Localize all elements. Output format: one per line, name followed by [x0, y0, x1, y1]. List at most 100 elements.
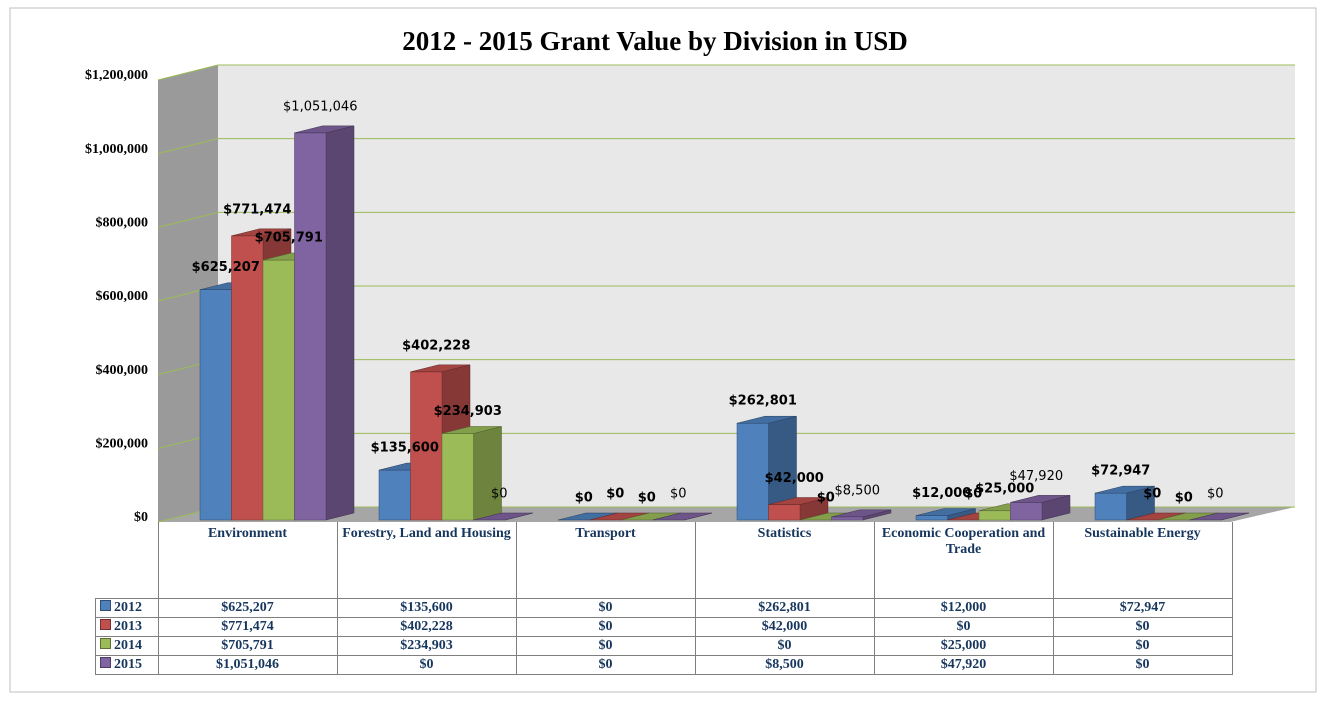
bar: [915, 508, 976, 521]
table-value: $47,920: [873, 655, 1054, 675]
legend-label: 2013: [114, 619, 142, 634]
table-value: $0: [515, 617, 696, 637]
bar: [1094, 485, 1155, 521]
bar-top: [231, 228, 292, 237]
table-value: $25,000: [873, 636, 1054, 656]
table-row: 2014 $705,791 $234,903 $0 $0 $25,000 $0: [95, 636, 1233, 656]
legend-key: [100, 600, 111, 611]
data-label: $25,000: [975, 481, 1034, 496]
bar-front: [231, 235, 264, 521]
data-label: $0: [638, 491, 656, 506]
data-label: $771,474: [223, 202, 291, 217]
bar-top: [441, 426, 502, 434]
data-label: $42,000: [765, 471, 824, 486]
bar-top: [294, 125, 355, 134]
bar-front: [831, 516, 864, 521]
table-value: $12,000: [873, 598, 1054, 618]
grid-line: [157, 138, 219, 155]
data-label: $135,600: [371, 441, 439, 456]
legend-label: 2014: [114, 638, 142, 653]
y-tick-label: $0: [134, 510, 148, 525]
bar-front: [1094, 492, 1127, 521]
data-label: $47,920: [1009, 469, 1063, 484]
bar-front: [978, 510, 1011, 521]
category-label: Environment: [157, 522, 338, 599]
bar: [441, 426, 502, 521]
data-label: $12,000: [912, 486, 971, 501]
table-value: $1,051,046: [157, 655, 338, 675]
table-value: $135,600: [336, 598, 517, 618]
data-label: $0: [575, 491, 593, 506]
bar: [1010, 495, 1071, 521]
legend-label: 2015: [114, 657, 142, 672]
table-value: $0: [336, 655, 517, 675]
data-label: $0: [1175, 491, 1193, 506]
data-label: $402,228: [402, 338, 470, 353]
bar-front: [736, 422, 769, 521]
table-value: $402,228: [336, 617, 517, 637]
table-value: $625,207: [157, 598, 338, 618]
data-label: $705,791: [255, 231, 323, 246]
bar: [473, 512, 534, 521]
table-value: $42,000: [694, 617, 875, 637]
legend-cell: 2013: [95, 617, 159, 637]
bar: [1189, 512, 1250, 521]
y-tick-label: $800,000: [96, 216, 149, 231]
table-row: 2015 $1,051,046 $0 $0 $8,500 $47,920 $0: [95, 655, 1233, 675]
data-label: $234,903: [434, 404, 502, 419]
bar-front: [378, 469, 411, 521]
bar-top: [736, 415, 797, 424]
bar: [768, 497, 829, 521]
table-header-row: Environment Forestry, Land and Housing Tra…: [95, 522, 1233, 599]
y-tick-label: $200,000: [96, 437, 149, 452]
data-label: $625,207: [192, 260, 260, 275]
data-label: $0: [670, 487, 687, 502]
bar-side: [325, 125, 355, 521]
data-label: $0: [1207, 487, 1224, 502]
legend-cell: 2015: [95, 655, 159, 675]
bar: [294, 125, 355, 521]
bar: [652, 512, 713, 521]
bar-top: [1010, 495, 1071, 503]
bar-front: [294, 132, 327, 521]
data-label: $0: [491, 487, 508, 502]
bar-front: [262, 259, 295, 521]
bar-top: [915, 508, 976, 516]
data-label: $262,801: [729, 394, 797, 409]
table-value: $0: [694, 636, 875, 656]
category-label: Economic Cooperation and Trade: [873, 522, 1054, 599]
bar-top: [768, 497, 829, 505]
bar-front: [199, 289, 232, 521]
table-value: $771,474: [157, 617, 338, 637]
bar-front: [915, 515, 948, 521]
grid-line: [157, 211, 219, 228]
data-label: $0: [964, 487, 982, 502]
table-value: $705,791: [157, 636, 338, 656]
legend-key: [100, 657, 111, 668]
bar-top: [473, 512, 534, 521]
data-label: $72,947: [1091, 464, 1150, 479]
data-label: $8,500: [835, 483, 881, 498]
bar-top: [410, 364, 471, 373]
grid-line: [157, 64, 219, 81]
legend-label: 2012: [114, 600, 142, 615]
legend-cell: 2014: [95, 636, 159, 656]
table-value: $0: [873, 617, 1054, 637]
table-value: $234,903: [336, 636, 517, 656]
bar-front: [441, 433, 474, 521]
y-tick-label: $1,200,000: [85, 68, 148, 83]
bar-front: [768, 504, 801, 521]
table-corner: [95, 522, 159, 599]
table-row: 2013 $771,474 $402,228 $0 $42,000 $0 $0: [95, 617, 1233, 637]
data-table: Environment Forestry, Land and Housing Tra…: [95, 522, 1233, 675]
table-value: $72,947: [1052, 598, 1233, 618]
table-value: $0: [1052, 655, 1233, 675]
data-label: $0: [606, 487, 624, 502]
table-value: $8,500: [694, 655, 875, 675]
data-label: $0: [1143, 487, 1161, 502]
category-label: Statistics: [694, 522, 875, 599]
bar-top: [1189, 512, 1250, 521]
table-row: 2012 $625,207 $135,600 $0 $262,801 $12,000 $72…: [95, 598, 1233, 618]
